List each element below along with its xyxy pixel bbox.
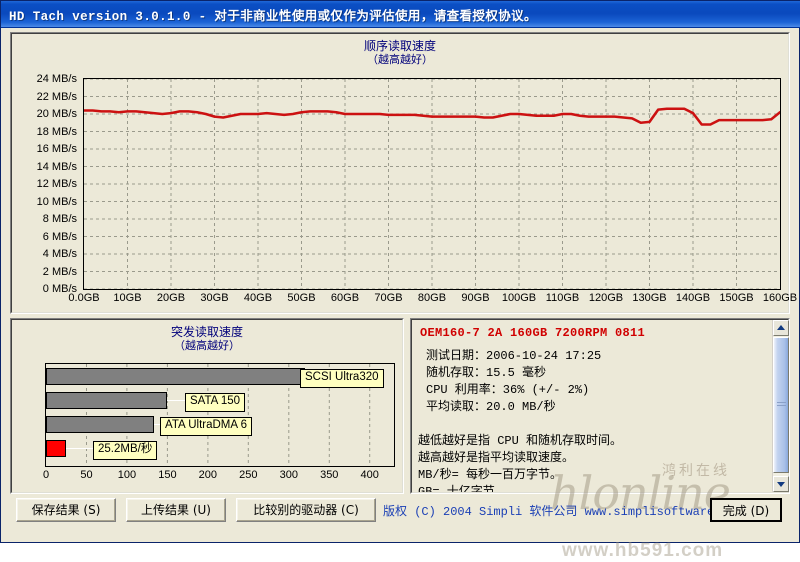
- scroll-up-button[interactable]: [773, 320, 789, 336]
- burst-bar-label: 25.2MB/秒: [93, 441, 158, 460]
- chevron-down-icon: [777, 482, 785, 487]
- sequential-y-axis-labels: 0 MB/s 2 MB/s 4 MB/s 6 MB/s 8 MB/s 10 MB/s 12 …: [11, 73, 81, 295]
- x-tick-label: 140GB: [675, 292, 711, 304]
- burst-tick-label: 350: [320, 469, 339, 481]
- burst-bar: [46, 392, 168, 409]
- y-tick-label: 2 MB/s: [42, 265, 77, 278]
- burst-bar: [46, 368, 305, 385]
- upload-results-button[interactable]: 上传结果 (U): [126, 498, 226, 522]
- burst-read-panel: 突发读取速度 （越高越好） SCSI Ultra320 SATA 150 ATA U…: [10, 318, 404, 494]
- burst-x-axis-labels: 0 50 100 150 200 250 300 350 400: [11, 469, 405, 485]
- x-tick-label: 10GB: [113, 292, 142, 304]
- burst-tick-label: 50: [80, 469, 93, 481]
- scrollbar-thumb[interactable]: [773, 337, 789, 473]
- x-tick-label: 110GB: [545, 292, 580, 304]
- y-tick-label: 4 MB/s: [42, 248, 77, 260]
- button-bar: 保存结果 (S) 上传结果 (U) 比较别的驱动器 (C) 版权 (C) 200…: [2, 498, 798, 541]
- burst-title-main: 突发读取速度: [170, 325, 243, 339]
- burst-tick-label: 300: [279, 469, 298, 481]
- drive-info-line: 随机存取：15.5 毫秒: [426, 366, 547, 380]
- burst-bar: [46, 416, 154, 433]
- watermark-url: www.hb591.com: [562, 540, 724, 561]
- burst-tick-label: 150: [158, 469, 177, 481]
- sequential-x-axis-labels: 0.0GB 10GB 20GB 30GB 40GB 50GB 60GB 70GB 80GB 90G…: [11, 292, 797, 310]
- burst-bar-label: SATA 150: [185, 393, 246, 412]
- y-tick-label: 0 MB/s: [42, 283, 77, 295]
- drive-info-panel: OEM160-7 2A 160GB 7200RPM 0811 测试日期：2006-…: [410, 318, 790, 494]
- y-tick-label: 12 MB/s: [36, 178, 77, 190]
- x-tick-label: 80GB: [417, 292, 447, 304]
- copyright-text: 版权 (C) 2004 Simpli 软件公司: [383, 505, 578, 519]
- drive-info-line: MB/秒= 每秒一百万字节。: [418, 468, 563, 482]
- client-area: 顺序读取速度 （越高越好） 0 MB/s 2 MB/s 4 MB/s 6 MB/s 8 …: [2, 28, 798, 561]
- y-tick-label: 16 MB/s: [36, 143, 77, 155]
- drive-info-line: 越低越好是指 CPU 和随机存取时间。: [418, 434, 623, 448]
- burst-leader-line: [66, 448, 93, 449]
- x-tick-label: 40GB: [243, 292, 273, 304]
- grip-icon: [777, 402, 786, 408]
- burst-title-sub: （越高越好）: [174, 339, 240, 352]
- y-tick-label: 24 MB/s: [36, 73, 77, 85]
- x-tick-label: 60GB: [330, 292, 360, 304]
- drive-info-line: 越高越好是指平均读取速度。: [418, 451, 575, 465]
- chevron-up-icon: [777, 325, 785, 330]
- burst-bar-label: SCSI Ultra320: [300, 369, 384, 388]
- x-tick-label: 30GB: [200, 292, 229, 304]
- x-tick-label: 0.0GB: [68, 292, 100, 304]
- sequential-read-panel: 顺序读取速度 （越高越好） 0 MB/s 2 MB/s 4 MB/s 6 MB/s 8 …: [10, 32, 797, 314]
- burst-tick-label: 400: [360, 469, 379, 481]
- copyright-notice: 版权 (C) 2004 Simpli 软件公司 www.simplisoftwa…: [383, 502, 743, 519]
- y-tick-label: 6 MB/s: [42, 230, 77, 243]
- sequential-title-main: 顺序读取速度: [363, 39, 436, 53]
- burst-tick-label: 200: [198, 469, 218, 481]
- compare-drives-button[interactable]: 比较别的驱动器 (C): [236, 498, 376, 522]
- drive-info-line: 测试日期：2006-10-24 17:25: [426, 349, 602, 363]
- x-tick-label: 50GB: [287, 292, 316, 304]
- x-tick-label: 130GB: [632, 292, 667, 304]
- drive-model-header: OEM160-7 2A 160GB 7200RPM 0811: [420, 326, 646, 340]
- burst-bar-label: ATA UltraDMA 6: [160, 417, 253, 436]
- y-tick-label: 22 MB/s: [36, 90, 77, 103]
- burst-tick-label: 100: [117, 469, 137, 481]
- scroll-down-button[interactable]: [773, 476, 789, 492]
- y-tick-label: 18 MB/s: [36, 125, 77, 138]
- burst-chart-title: 突发读取速度 （越高越好）: [11, 325, 403, 353]
- x-tick-label: 150GB: [719, 292, 754, 304]
- x-tick-label: 100GB: [501, 292, 537, 304]
- title-bar: HD Tach version 3.0.1.0 - 对于非商业性使用或仅作为评估…: [1, 1, 800, 28]
- sequential-read-curve: [84, 79, 780, 289]
- burst-leader-line: [153, 424, 160, 425]
- x-tick-label: 120GB: [588, 292, 624, 304]
- drive-info-text: OEM160-7 2A 160GB 7200RPM 0811 测试日期：2006-…: [412, 320, 772, 492]
- x-tick-label: 90GB: [461, 292, 490, 304]
- window-title: HD Tach version 3.0.1.0 - 对于非商业性使用或仅作为评估…: [9, 10, 537, 24]
- info-scrollbar[interactable]: [772, 320, 789, 492]
- x-tick-label: 70GB: [374, 292, 403, 304]
- burst-bar: [46, 440, 67, 457]
- x-tick-label: 20GB: [156, 292, 186, 304]
- vendor-url: www.simplisoftware.com: [584, 505, 744, 519]
- save-results-button[interactable]: 保存结果 (S): [16, 498, 116, 522]
- burst-leader-line: [167, 400, 185, 401]
- sequential-title-sub: （越高越好）: [367, 53, 433, 66]
- sequential-panel-border: [11, 33, 789, 313]
- sequential-plot-area: [83, 78, 781, 290]
- drive-info-line: 平均读取：20.0 MB/秒: [426, 400, 556, 414]
- x-tick-label: 160GB: [762, 292, 798, 304]
- burst-panel-border: [11, 319, 403, 493]
- finish-button[interactable]: 完成 (D): [710, 498, 782, 522]
- burst-tick-label: 250: [239, 469, 258, 481]
- y-tick-label: 14 MB/s: [36, 160, 77, 173]
- y-tick-label: 20 MB/s: [36, 108, 77, 120]
- drive-info-line: GB= 十亿字节。: [418, 485, 507, 492]
- burst-tick-label: 0: [42, 469, 50, 481]
- y-tick-label: 8 MB/s: [42, 213, 77, 225]
- sequential-chart-title: 顺序读取速度 （越高越好）: [11, 39, 789, 67]
- y-tick-label: 10 MB/s: [36, 195, 77, 208]
- drive-info-line: CPU 利用率：36% (+/- 2%): [426, 383, 590, 397]
